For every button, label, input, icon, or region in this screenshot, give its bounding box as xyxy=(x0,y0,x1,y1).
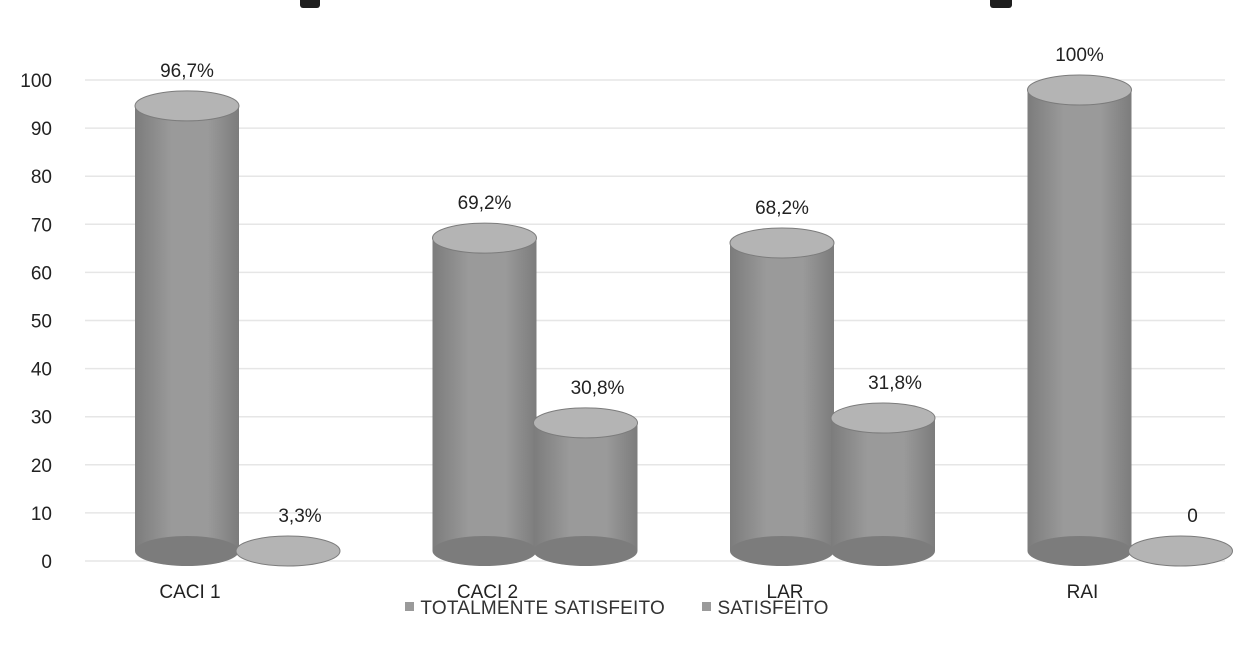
bar xyxy=(533,407,638,566)
x-tick-label: CACI 1 xyxy=(159,582,220,603)
bar xyxy=(729,227,835,566)
y-tick-label: 20 xyxy=(31,456,52,477)
bar-body xyxy=(432,238,537,551)
bar-base xyxy=(135,536,239,566)
y-tick-label: 70 xyxy=(31,215,52,236)
bar-body xyxy=(831,418,935,551)
data-label: 3,3% xyxy=(278,506,321,527)
bar-body xyxy=(730,242,834,551)
y-tick-label: 10 xyxy=(31,504,52,525)
bar-top xyxy=(432,222,537,254)
bar xyxy=(1027,74,1132,566)
y-tick-label: 40 xyxy=(31,360,52,381)
bar-top xyxy=(1027,74,1132,106)
data-label: 31,8% xyxy=(868,373,922,394)
y-axis: 0 10 20 30 40 50 60 70 80 90 100 xyxy=(20,71,52,573)
x-tick-label: CACI 2 xyxy=(457,582,518,603)
legend-item-totalmente-satisfeito: TOTALMENTE SATISFEITO xyxy=(405,598,665,620)
data-label: 68,2% xyxy=(755,198,809,219)
bar-base xyxy=(432,536,537,566)
x-tick-label: RAI xyxy=(1067,582,1099,603)
bar xyxy=(830,402,936,566)
y-tick-label: 50 xyxy=(31,312,52,333)
data-label: 96,7% xyxy=(160,61,214,82)
bar-base xyxy=(831,536,935,566)
x-tick-label: LAR xyxy=(767,582,804,603)
bar-body xyxy=(135,105,239,552)
bar-top xyxy=(235,535,341,567)
bar xyxy=(134,90,240,566)
legend-label: SATISFEITO xyxy=(717,598,829,619)
y-tick-label: 30 xyxy=(31,408,52,429)
bar-top xyxy=(830,402,936,434)
legend-swatch xyxy=(702,602,712,612)
data-label: 69,2% xyxy=(458,193,512,214)
legend-item-satisfeito: SATISFEITO xyxy=(702,598,828,620)
y-tick-label: 0 xyxy=(41,552,52,573)
bar-top xyxy=(533,407,638,439)
data-labels: 96,7% 3,3% 69,2% 30,8% 68,2% 31,8% 100% 0 xyxy=(160,45,1198,527)
bar-base xyxy=(1027,536,1132,566)
bar-top xyxy=(729,227,835,259)
y-tick-label: 100 xyxy=(20,71,52,92)
bar-top xyxy=(1128,535,1233,567)
title-cutoff-strip xyxy=(0,0,1234,8)
data-label: 0 xyxy=(1187,506,1198,527)
bar-body xyxy=(533,422,638,551)
bar-base xyxy=(730,536,834,566)
bar-base xyxy=(533,536,638,566)
bar xyxy=(235,535,341,567)
data-label: 100% xyxy=(1055,45,1104,66)
legend-swatch xyxy=(405,602,415,612)
bar-top xyxy=(134,90,240,122)
y-tick-label: 80 xyxy=(31,167,52,188)
bar xyxy=(432,222,537,566)
bar-body xyxy=(1027,90,1132,551)
legend-label: TOTALMENTE SATISFEITO xyxy=(420,598,665,619)
x-axis: CACI 1 CACI 2 LAR RAI xyxy=(159,582,1098,603)
legend: TOTALMENTE SATISFEITO SATISFEITO xyxy=(0,598,1234,620)
bar xyxy=(1128,535,1233,567)
y-tick-label: 90 xyxy=(31,119,52,140)
bars xyxy=(134,74,1233,567)
y-tick-label: 60 xyxy=(31,263,52,284)
data-label: 30,8% xyxy=(571,378,625,399)
